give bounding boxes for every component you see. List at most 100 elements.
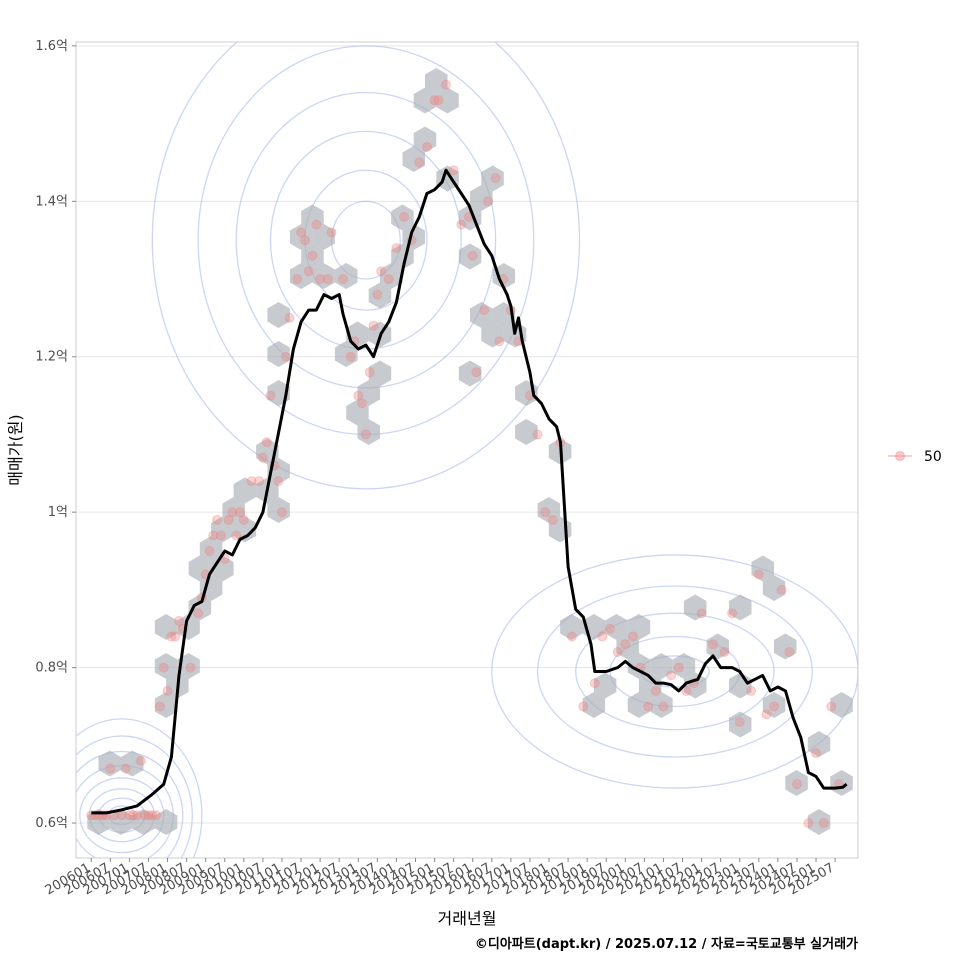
hexbin-cell — [458, 243, 482, 270]
scatter-point — [372, 289, 383, 300]
scatter-point — [471, 367, 482, 378]
x-axis-title: 거래년월 — [438, 909, 497, 928]
scatter-point — [223, 514, 234, 525]
scatter-point — [212, 514, 223, 525]
hexbin-cell — [267, 497, 290, 523]
scatter-point — [658, 701, 669, 712]
scatter-point — [566, 631, 577, 642]
scatter-point — [494, 336, 505, 347]
scatter-point — [414, 157, 425, 168]
hexbin-cell — [706, 633, 729, 660]
scatter-point — [357, 398, 368, 409]
scatter-point — [364, 367, 375, 378]
hexbin-cell — [627, 614, 651, 640]
scatter-point — [803, 818, 814, 829]
hexbin-cell — [357, 419, 380, 445]
scatter-point — [151, 810, 162, 821]
scatter-point — [391, 242, 402, 253]
scatter-point — [257, 452, 268, 463]
hexbin-cell — [334, 341, 358, 367]
density-contour — [575, 612, 775, 731]
scatter-point — [441, 79, 452, 90]
hexbin-cell — [470, 185, 493, 211]
scatter-point — [727, 608, 738, 619]
hexbin-cell — [98, 750, 121, 777]
hexbin-cell — [199, 575, 223, 601]
scatter-points — [86, 79, 844, 829]
scatter-point — [154, 701, 165, 712]
scatter-point — [627, 631, 638, 642]
hexbin-cell — [762, 692, 786, 718]
scatter-point — [345, 351, 356, 362]
hexbin-cell — [368, 282, 392, 309]
hexbin-cell — [638, 672, 662, 699]
scatter-point — [746, 685, 757, 696]
hexbin-cell — [346, 399, 369, 426]
hexbin-layer — [87, 68, 853, 835]
hexbin-cell — [492, 302, 516, 328]
scatter-point — [292, 274, 303, 285]
scatter-point — [147, 810, 158, 821]
hexbin-cell — [177, 614, 200, 640]
scatter-point — [128, 810, 139, 821]
hexbin-cell — [267, 302, 290, 328]
hexbin-cell — [650, 653, 673, 679]
scatter-point — [158, 662, 169, 673]
scatter-point — [299, 235, 310, 246]
scatter-point — [276, 507, 287, 518]
scatter-point — [547, 514, 558, 525]
hexbin-cell — [334, 263, 358, 289]
hexbin-cell — [154, 692, 178, 718]
density-contour — [76, 718, 203, 858]
scatter-point — [193, 608, 204, 619]
hexbin-cell — [560, 614, 583, 640]
hexbin-cell — [436, 165, 459, 192]
hexbin-cell — [188, 594, 212, 621]
hexbin-cell — [233, 477, 257, 504]
hexbin-cell — [154, 809, 178, 835]
hexbin-cell — [413, 126, 437, 153]
scatter-point — [433, 95, 444, 106]
scatter-point — [235, 507, 246, 518]
hexbin-cell — [188, 555, 212, 582]
hexbin-cell — [605, 614, 628, 640]
scatter-point — [227, 507, 238, 518]
scatter-point — [315, 274, 326, 285]
hexbin-cell — [537, 497, 561, 523]
scatter-point — [818, 818, 829, 829]
y-axis: 0.6억 0.8억 1억 1.2억 1.4억 1.6억 — [35, 39, 76, 831]
scatter-point — [421, 141, 432, 152]
scatter-point — [326, 227, 337, 238]
scatter-point — [448, 165, 459, 176]
hexbin-cell — [729, 594, 752, 621]
hexbin-cell — [380, 263, 403, 289]
density-contour — [151, 42, 581, 490]
legend: 50 — [888, 449, 942, 465]
scatter-point — [650, 685, 661, 696]
scatter-point — [776, 584, 787, 595]
scatter-point — [254, 476, 265, 487]
scatter-point — [479, 305, 490, 316]
hexbin-cell — [492, 263, 516, 289]
scatter-point — [170, 631, 181, 642]
hexbin-cell — [312, 263, 335, 289]
density-contour — [269, 130, 462, 350]
scatter-point — [353, 390, 364, 401]
scatter-point — [734, 717, 745, 727]
scatter-point — [666, 670, 677, 681]
hexbin-cell — [109, 809, 133, 835]
hexbin-cell — [368, 360, 392, 387]
scatter-point — [162, 685, 173, 696]
scatter-point — [284, 312, 295, 323]
scatter-point — [311, 219, 322, 230]
hexbin-cell — [177, 653, 200, 679]
caption: ©디아파트(dapt.kr) / 2025.07.12 / 자료=국토교통부 실… — [475, 936, 858, 952]
hexbin-cell — [774, 633, 797, 660]
legend-label: 50 — [924, 449, 942, 465]
scatter-point — [143, 810, 154, 821]
scatter-point — [204, 546, 215, 557]
hexbin-cell — [515, 419, 538, 445]
hexbin-cell — [616, 633, 639, 660]
hexbin-cell — [807, 809, 831, 835]
scatter-point — [238, 514, 249, 525]
